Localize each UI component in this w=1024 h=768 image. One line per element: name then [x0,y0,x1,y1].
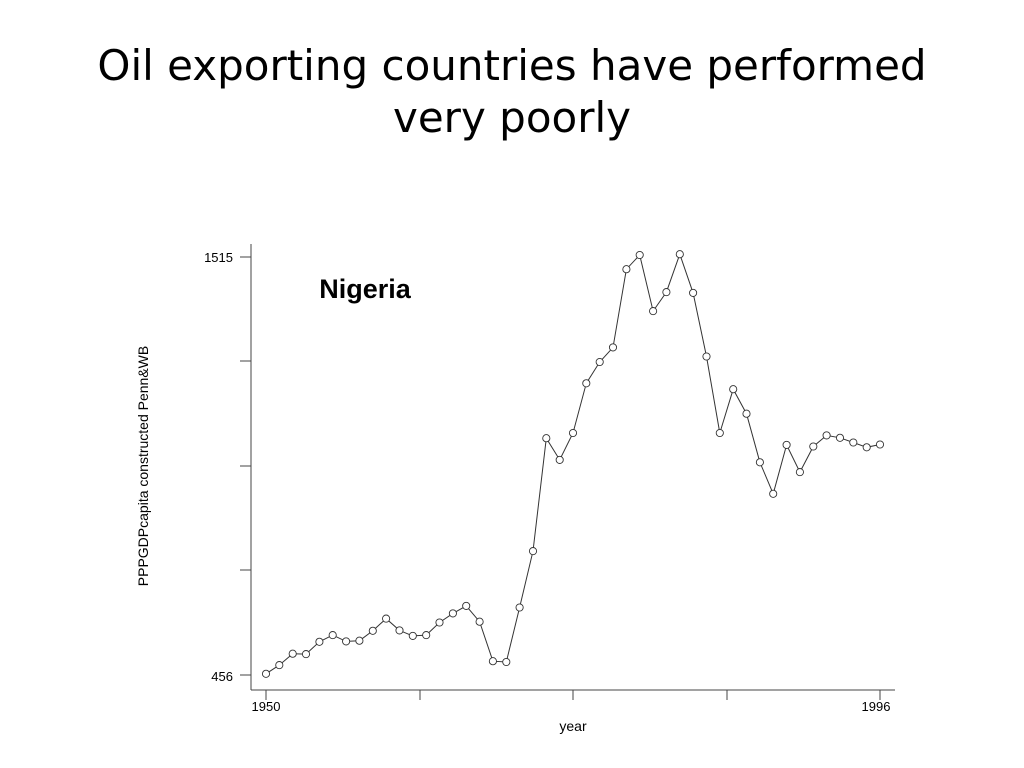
data-point-1969 [515,603,524,612]
axis-tick-labels: 1515 456 1950 1996 [204,250,890,714]
data-point-1954 [315,637,324,646]
data-point-1979 [649,307,658,316]
y-tick-label-min: 456 [211,669,233,684]
data-point-1964 [448,609,457,618]
data-point-1974 [582,379,591,388]
data-point-1987 [755,458,764,467]
data-point-1977 [622,265,631,274]
chart-annotation-country: Nigeria [319,274,412,304]
slide-title: Oil exporting countries have performed v… [0,40,1024,144]
data-point-1950 [261,669,271,678]
data-point-1970 [528,547,538,556]
data-point-1966 [475,617,484,626]
data-point-1963 [435,618,444,627]
data-point-1985 [729,385,738,394]
x-axis-title: year [559,718,587,734]
data-point-1995 [862,443,871,452]
data-point-1967 [488,657,497,666]
data-point-1976 [608,343,618,352]
data-point-1951 [275,661,284,670]
axis-ticks [240,256,881,700]
data-point-1991 [809,442,818,451]
data-point-1968 [502,657,511,667]
series-line [265,252,881,675]
data-point-1971 [542,434,551,443]
data-point-1956 [342,637,351,646]
y-axis-title: PPPGDPcapita constructed Penn&WB [135,346,151,586]
data-point-1993 [835,433,845,442]
data-point-1975 [595,357,604,367]
data-point-1978 [635,250,644,260]
x-tick-label-end: 1996 [862,699,891,714]
slide-title-line-1: Oil exporting countries have performed [97,41,927,90]
data-point-1957 [355,636,364,645]
data-point-1989 [782,440,791,449]
data-point-1973 [568,428,578,438]
data-point-1972 [555,455,564,464]
chart-axes [250,244,895,691]
data-point-1996 [875,440,885,449]
data-point-1959 [382,614,391,623]
slide-title-line-2: very poorly [392,93,631,142]
data-point-1960 [395,626,404,635]
data-point-1962 [422,631,431,640]
data-point-1965 [462,601,471,610]
y-tick-label-max: 1515 [204,250,233,265]
data-point-1984 [715,428,724,438]
data-point-1983 [702,352,711,361]
data-point-1986 [742,409,751,418]
data-point-1992 [822,431,831,440]
data-point-1990 [795,468,804,477]
data-point-1958 [368,626,377,635]
series-points [261,250,885,678]
data-point-1994 [849,438,858,447]
data-point-1980 [662,288,671,297]
data-point-1955 [328,631,337,640]
data-point-1988 [769,489,778,498]
data-point-1981 [675,250,684,259]
data-point-1961 [408,631,417,640]
data-point-1982 [689,288,698,297]
data-point-1952 [288,649,297,658]
data-point-1953 [301,650,311,659]
x-tick-label-start: 1950 [252,699,281,714]
